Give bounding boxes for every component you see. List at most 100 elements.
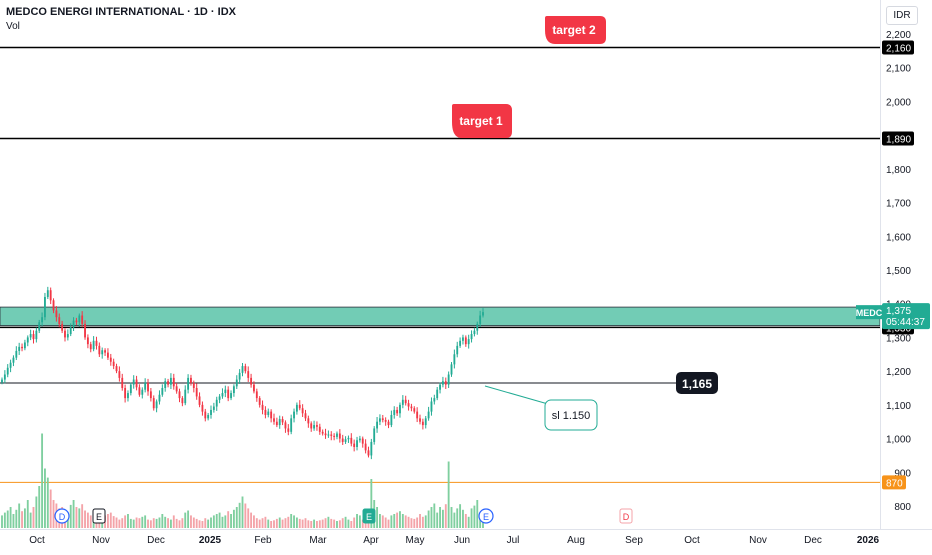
candle-body [373, 428, 376, 442]
candle-body [284, 422, 287, 429]
candle-body [218, 396, 221, 400]
volume-bar [235, 507, 238, 528]
last-price-tag [882, 303, 930, 330]
candle-body [244, 366, 247, 372]
support-tag [676, 371, 718, 394]
candle-body [384, 420, 387, 422]
candle-body [192, 382, 195, 388]
candle-body [135, 379, 138, 388]
candle-body [370, 441, 373, 456]
candle-body [353, 443, 356, 447]
volume-bar [407, 516, 410, 528]
candle-body [467, 339, 470, 345]
candle-body [401, 399, 404, 405]
volume-bar [313, 519, 316, 528]
volume-bar [473, 505, 476, 528]
candle-body [69, 327, 72, 335]
candle-body [12, 357, 15, 363]
x-tick-label: Apr [363, 535, 379, 546]
volume-bar [404, 515, 407, 528]
candle-body [313, 425, 316, 429]
volume-bar [141, 516, 144, 528]
x-tick-label: Jul [507, 535, 520, 546]
volume-bar [316, 521, 318, 528]
volume-bar [147, 519, 149, 528]
candle-body [333, 435, 336, 437]
candle-body [479, 315, 482, 324]
candle-body [381, 418, 384, 421]
candle-body [450, 364, 453, 375]
volume-bar [287, 516, 290, 528]
volume-bar [447, 461, 450, 528]
volume-bar [396, 512, 399, 528]
candle-body [253, 384, 255, 392]
y-tick-label: 2,000 [886, 97, 911, 108]
candle-body [201, 404, 204, 412]
volume-bar [212, 515, 215, 528]
candle-body [456, 345, 459, 355]
volume-bar [78, 508, 81, 528]
volume-bar [424, 515, 427, 528]
candle-body [138, 387, 141, 395]
volume-bar [364, 521, 367, 528]
volume-bar [210, 517, 212, 528]
volume-bar [295, 517, 298, 528]
volume-bar [115, 517, 118, 528]
volume-bar [250, 512, 253, 528]
currency-button[interactable]: IDR [886, 6, 918, 25]
candle-body [152, 398, 155, 409]
volume-bar [327, 516, 330, 528]
dividend-marker [54, 508, 70, 524]
volume-bar [15, 509, 18, 528]
volume-bar [261, 518, 264, 528]
volume-bar [324, 518, 327, 528]
volume-bar [138, 518, 141, 528]
candle-body [89, 344, 92, 350]
volume-bar [132, 519, 135, 528]
price-level-label: 870 [886, 478, 903, 489]
x-tick-label: Dec [804, 535, 822, 546]
candle-body [393, 409, 396, 415]
earnings-marker [92, 508, 106, 524]
y-tick-label: 1,800 [886, 165, 911, 176]
volume-bar [190, 515, 192, 528]
x-tick-label: Sep [625, 535, 643, 546]
candle-body [21, 346, 23, 349]
volume-bar [215, 514, 218, 528]
volume-bar [41, 433, 44, 528]
candle-body [350, 437, 353, 444]
candle-body [399, 404, 401, 414]
candle-body [41, 317, 44, 323]
candle-body [32, 334, 35, 340]
candle-body [447, 374, 450, 385]
candle-body [212, 406, 215, 410]
volume-bar [221, 516, 224, 528]
candle-body [155, 401, 158, 409]
resistance-zone [0, 306, 881, 327]
y-tick-label: 2,200 [886, 30, 911, 41]
volume-bar [247, 508, 250, 528]
candle-body [18, 346, 21, 351]
candle-body [230, 393, 232, 399]
volume-bar [35, 496, 38, 528]
volume-bar [361, 519, 364, 528]
volume-bar [44, 468, 46, 528]
y-tick-label: 900 [894, 468, 911, 479]
volume-bar [195, 518, 198, 528]
volume-bar [158, 517, 161, 528]
volume-bar [232, 509, 235, 528]
x-tick-label: May [406, 535, 425, 546]
target-1-callout [452, 104, 512, 138]
earnings-marker [362, 508, 376, 524]
volume-bar [358, 515, 361, 528]
volume-bar [181, 518, 184, 528]
candle-body [358, 438, 361, 441]
volume-bar [310, 521, 313, 528]
candle-body [410, 406, 413, 409]
volume-bar [155, 518, 158, 528]
candle-body [178, 391, 181, 399]
event-marker-label: E [366, 512, 372, 522]
volume-bar [353, 517, 356, 528]
